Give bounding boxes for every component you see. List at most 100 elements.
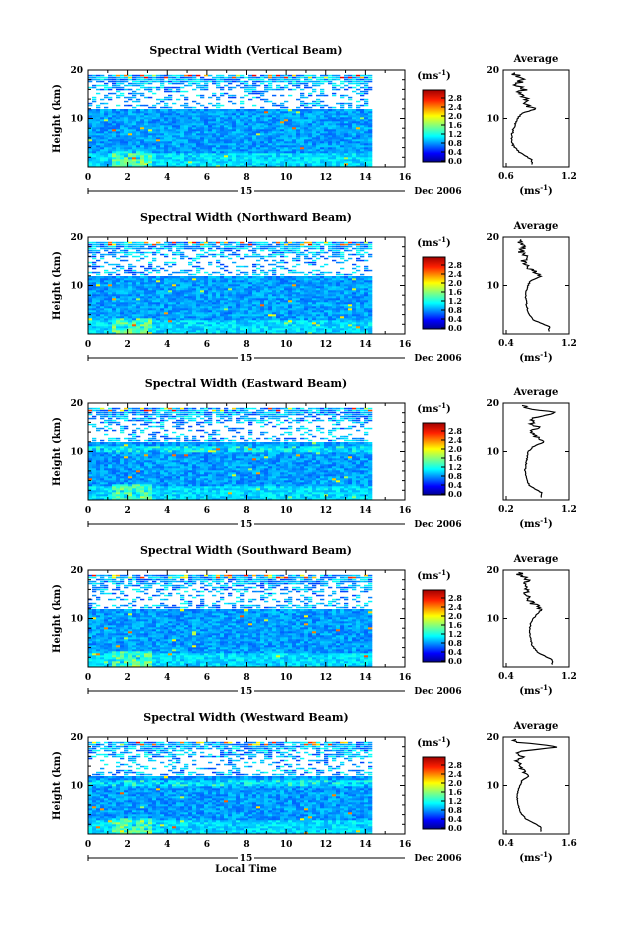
colorbar-label-1-6: 2.4 xyxy=(448,269,462,279)
colorbar-label-1-3: 1.2 xyxy=(448,296,462,306)
xtick-label-2-0: 0 xyxy=(85,506,91,516)
profile-line-0 xyxy=(510,72,537,165)
profile-frame-1 xyxy=(502,236,570,335)
date-month-3: Dec 2006 xyxy=(414,687,461,697)
colorbar-label-1-2: 0.8 xyxy=(448,305,462,315)
profile-frame-4 xyxy=(502,736,570,835)
profile-xtick-label-2-1: 1.2 xyxy=(561,505,577,515)
xtick-label-2-3: 6 xyxy=(204,506,210,516)
colorbar-label-2-1: 0.4 xyxy=(448,480,462,490)
profile-line-2 xyxy=(521,404,557,498)
colorbar-label-0-1: 0.4 xyxy=(448,147,462,157)
profile-ytick-label-4-0: 10 xyxy=(486,782,499,792)
colorbar-label-3-1: 0.4 xyxy=(448,647,462,657)
colorbar-label-0-3: 1.2 xyxy=(448,129,462,139)
colorbar-label-0-0: 0.0 xyxy=(448,156,462,166)
xtick-label-3-1: 2 xyxy=(124,673,130,683)
profile-ytick-label-1-1: 20 xyxy=(486,233,499,243)
profile-title-2: Average xyxy=(513,387,559,398)
xtick-label-1-0: 0 xyxy=(85,340,91,350)
xtick-label-0-3: 6 xyxy=(204,173,210,183)
colorbar-label-1-1: 0.4 xyxy=(448,314,462,324)
colorbar-label-1-0: 0.0 xyxy=(448,323,462,333)
xtick-label-1-2: 4 xyxy=(164,340,170,350)
colorbar-label-0-2: 0.8 xyxy=(448,138,462,148)
profile-line-4 xyxy=(510,738,558,832)
profile-xtick-label-3-1: 1.2 xyxy=(561,672,577,682)
date-day-4: 15 xyxy=(240,854,253,864)
date-month-1: Dec 2006 xyxy=(414,354,461,364)
xtick-label-4-6: 12 xyxy=(319,840,332,850)
panel-3: Spectral Width (Southward Beam) Height (k… xyxy=(52,544,577,697)
colorbar-label-4-6: 2.4 xyxy=(448,769,462,779)
profile-1: Average 10 20 0.4 1.2 (ms-1) xyxy=(486,221,576,364)
xtick-label-0-6: 12 xyxy=(319,173,332,183)
colorbar-label-3-0: 0.0 xyxy=(448,656,462,666)
colorbar-label-4-5: 2.0 xyxy=(448,778,462,788)
profile-ytick-label-0-1: 20 xyxy=(486,66,499,76)
colorbar-label-0-4: 1.6 xyxy=(448,120,462,130)
colorbar-label-2-7: 2.8 xyxy=(448,426,462,436)
xtick-label-4-0: 0 xyxy=(85,840,91,850)
profile-title-1: Average xyxy=(513,221,559,232)
xtick-label-1-7: 14 xyxy=(359,340,372,350)
profile-xtick-label-4-0: 0.4 xyxy=(498,839,514,849)
date-day-bg xyxy=(238,518,254,529)
xtick-label-3-2: 4 xyxy=(164,673,170,683)
xtick-label-0-8: 16 xyxy=(399,173,412,183)
y-axis-label-0: Height (km) xyxy=(52,84,63,153)
profile-xtick-label-3-0: 0.4 xyxy=(498,672,514,682)
xtick-label-2-8: 16 xyxy=(399,506,412,516)
panel-0: Spectral Width (Vertical Beam) Height (km… xyxy=(52,44,577,197)
colorbar-label-2-3: 1.2 xyxy=(448,462,462,472)
ytick-label-1-0: 10 xyxy=(70,282,83,292)
colorbar-label-3-2: 0.8 xyxy=(448,638,462,648)
profile-ytick-label-3-0: 10 xyxy=(486,615,499,625)
profile-0: Average 10 20 0.6 1.2 (ms-1) xyxy=(486,54,576,197)
profile-xlabel-0: (ms-1) xyxy=(519,183,552,198)
colorbar-label-4-3: 1.2 xyxy=(448,796,462,806)
date-day-bg xyxy=(238,352,254,363)
ytick-label-3-1: 20 xyxy=(70,566,83,576)
profile-4: Average 10 20 0.4 1.6 (ms-1) xyxy=(486,721,576,864)
profile-xlabel-1: (ms-1) xyxy=(519,350,552,365)
colorbar-unit-0: (ms-1) xyxy=(417,68,450,83)
xtick-label-1-4: 8 xyxy=(243,340,249,350)
xtick-label-3-3: 6 xyxy=(204,673,210,683)
profile-xlabel-2: (ms-1) xyxy=(519,516,552,531)
colorbar-label-2-6: 2.4 xyxy=(448,435,462,445)
profile-line-3 xyxy=(516,571,554,665)
xtick-label-2-7: 14 xyxy=(359,506,372,516)
heatmap-4 xyxy=(88,741,373,835)
colorbar-label-2-0: 0.0 xyxy=(448,489,462,499)
date-day-3: 15 xyxy=(240,687,253,697)
colorbar-label-3-6: 2.4 xyxy=(448,602,462,612)
x-axis-label: Local Time xyxy=(215,864,277,875)
colorbar-label-4-0: 0.0 xyxy=(448,823,462,833)
profile-xtick-label-0-0: 0.6 xyxy=(498,172,514,182)
xtick-label-4-4: 8 xyxy=(243,840,249,850)
colorbar-label-4-1: 0.4 xyxy=(448,814,462,824)
date-day-bg xyxy=(238,852,254,863)
xtick-label-0-2: 4 xyxy=(164,173,170,183)
colorbar-label-1-5: 2.0 xyxy=(448,278,462,288)
xtick-label-4-8: 16 xyxy=(399,840,412,850)
colorbar-unit-1: (ms-1) xyxy=(417,235,450,250)
y-axis-label-4: Height (km) xyxy=(52,751,63,820)
xtick-label-4-1: 2 xyxy=(124,840,130,850)
xtick-label-2-4: 8 xyxy=(243,506,249,516)
colorbar-label-4-2: 0.8 xyxy=(448,805,462,815)
profile-frame-3 xyxy=(502,569,570,668)
date-day-bg xyxy=(238,685,254,696)
profile-ytick-label-2-0: 10 xyxy=(486,448,499,458)
ytick-label-0-0: 10 xyxy=(70,115,83,125)
ytick-label-4-1: 20 xyxy=(70,733,83,743)
y-axis-label-1: Height (km) xyxy=(52,251,63,320)
y-axis-label-2: Height (km) xyxy=(52,417,63,486)
date-month-2: Dec 2006 xyxy=(414,520,461,530)
colorbar-label-3-3: 1.2 xyxy=(448,629,462,639)
profile-2: Average 10 20 0.2 1.2 (ms-1) xyxy=(486,387,576,530)
heatmap-1 xyxy=(88,241,373,335)
colorbar-unit-2: (ms-1) xyxy=(417,401,450,416)
y-axis-label-3: Height (km) xyxy=(52,584,63,653)
